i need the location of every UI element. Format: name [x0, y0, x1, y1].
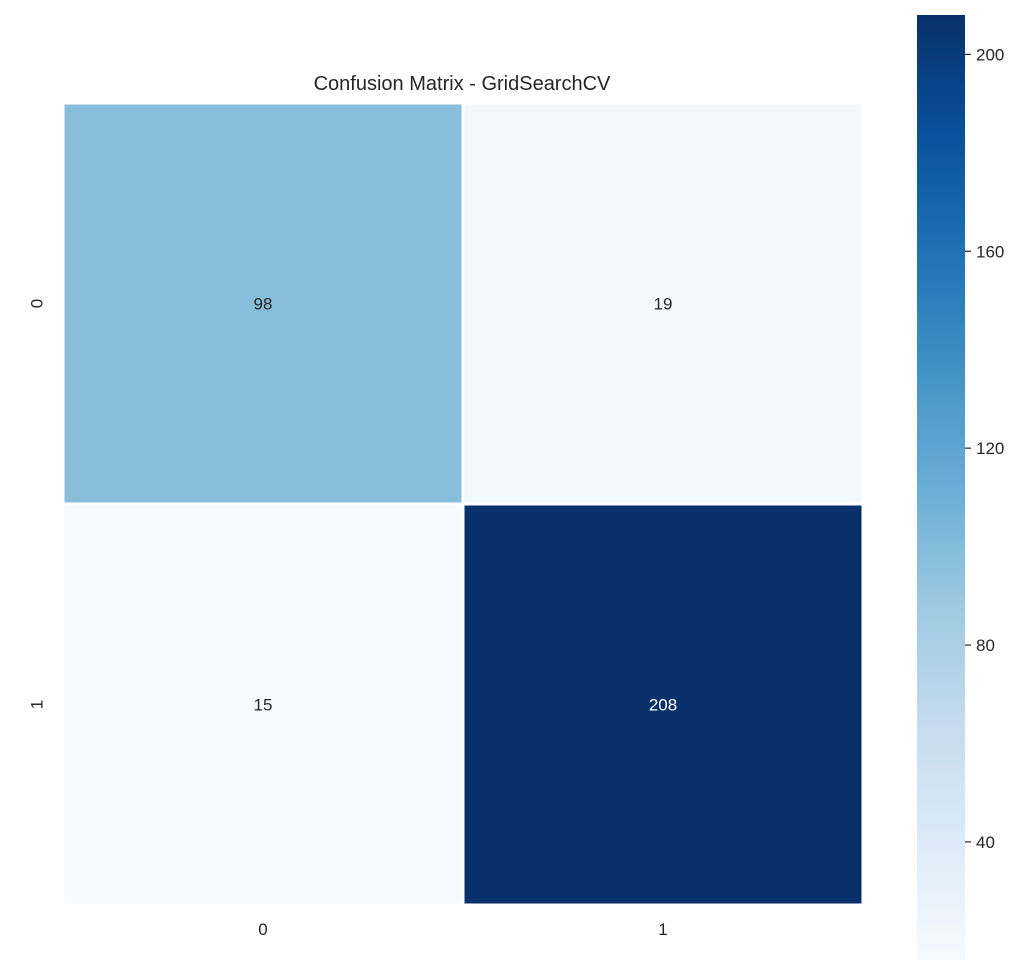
colorbar-tick-label-3: 160 — [976, 242, 1004, 261]
cell-value-label-r0-c0: 98 — [254, 295, 273, 314]
chart-title: Confusion Matrix - GridSearchCV — [314, 73, 611, 95]
y-axis-ticks: 01 — [27, 299, 46, 709]
heatmap-cell-r1-c0 — [61, 502, 465, 907]
y-tick-label-0: 0 — [27, 299, 46, 308]
x-tick-label-1: 1 — [658, 920, 667, 939]
colorbar-tick-label-0: 40 — [976, 833, 995, 852]
cell-value-label-r0-c1: 19 — [654, 295, 673, 314]
heatmap-cell-r1-c1 — [461, 502, 865, 907]
colorbar-tick-label-1: 80 — [976, 636, 995, 655]
heatmap-cell-labels: 98 19 15 208 — [254, 295, 678, 715]
colorbar-tick-label-4: 200 — [976, 45, 1004, 64]
heatmap-cell-r0-c0 — [61, 101, 465, 506]
y-tick-label-1: 1 — [27, 700, 46, 709]
colorbar — [917, 15, 965, 965]
cell-value-label-r1-c1: 208 — [649, 696, 677, 715]
cell-value-label-r1-c0: 15 — [254, 696, 273, 715]
x-tick-label-0: 0 — [258, 920, 267, 939]
heatmap-cell-r0-c1 — [461, 101, 865, 506]
heatmap-cells — [61, 101, 865, 907]
colorbar-ticks: 40 80 120 160 200 — [965, 45, 1004, 852]
colorbar-tick-label-2: 120 — [976, 439, 1004, 458]
